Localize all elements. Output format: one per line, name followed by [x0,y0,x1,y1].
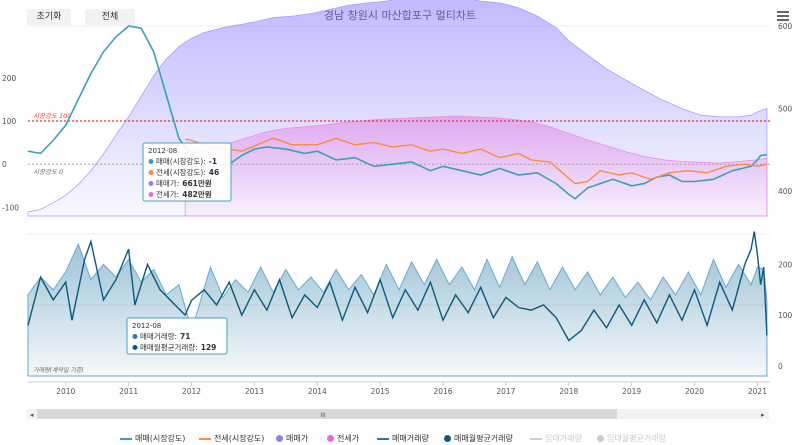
volume-footnote: 거래량(계약일 기준) [33,367,84,374]
x-axis-tick: 2021 [748,387,767,396]
legend-item[interactable]: 임대거래량 [530,433,582,444]
tooltip-row-value: -1 [209,157,217,166]
x-axis-tick: 2016 [433,387,452,396]
legend-marker [199,437,211,440]
right-axis-tick: 600 [778,22,793,31]
volume-axis-tick: 0 [778,362,783,371]
x-axis-tick: 2015 [371,387,390,396]
left-axis-tick: -100 [2,203,19,212]
legend-item[interactable]: 매매월평균거래량 [444,433,513,444]
legend-label: 임대월평균거래량 [607,434,666,443]
tooltip-row-label: 전세(시장강도): 46 [156,167,219,177]
scrollbar-grip: III [320,412,326,419]
legend-label: 매매(시장강도) [135,434,186,443]
tooltip-row-label: 전세가: 482만원 [156,189,212,199]
legend-item[interactable]: 전세(시장강도) [199,433,264,444]
menu-icon[interactable] [777,11,789,21]
x-axis-tick: 2020 [685,387,704,396]
left-axis-tick: 200 [2,74,17,83]
tooltip-date: 2012-08 [148,147,177,155]
tooltip-row-value: 71 [180,332,190,341]
x-axis-tick: 2010 [56,387,75,396]
tooltip-row-label: 매매(시장강도): -1 [156,156,217,166]
volume-axis-tick: 200 [778,260,793,269]
tooltip-row-value: 661만원 [182,178,212,188]
ref-line-100-label: 시장강도 100 [33,112,71,120]
legend-item[interactable]: 매매거래량 [377,433,429,444]
legend-item[interactable]: 매매(시장강도) [120,433,185,444]
tooltip-marker [132,334,138,339]
legend-item[interactable]: 전세가 [327,433,359,444]
tooltip-marker [148,181,154,186]
ref-line-0-label: 시장강도 0 [33,168,63,176]
tooltip-row-label: 매매월평균거래량: 129 [140,342,216,352]
tooltip-marker [148,170,154,175]
volume-average-line [27,231,768,342]
legend-label: 매매거래량 [392,434,429,443]
scrollbar-thumb[interactable] [37,409,617,419]
tooltip-row-value: 129 [201,343,217,352]
jeonse-index-line [185,137,768,185]
tooltip-row-label: 매매거래량: 71 [140,332,190,341]
tooltip-marker [132,345,138,350]
x-axis-tick: 2018 [559,387,578,396]
legend-marker [444,435,451,442]
legend: 매매(시장강도) 전세(시장강도) 매매가 전세가 매매거래량 매매월평균거래량 임대거래량… [0,431,800,445]
right-axis-tick: 500 [778,105,793,114]
x-axis-tick: 2017 [496,387,515,396]
volume-area [27,242,768,377]
legend-label: 전세(시장강도) [214,434,265,443]
tooltip-row-label: 매매가: 661만원 [156,178,212,188]
legend-label: 매매월평균거래량 [454,434,513,443]
left-axis-tick: 0 [2,160,7,169]
tooltip-marker [148,159,154,164]
x-axis-tick: 2019 [622,387,641,396]
tooltip-date: 2012-08 [132,322,161,330]
volume-axis-tick: 100 [778,311,793,320]
legend-label: 전세가 [337,434,360,443]
right-axis-tick: 400 [778,187,793,196]
reset-button[interactable]: 초기화 [27,9,71,25]
legend-marker [276,435,283,442]
legend-marker [120,437,132,440]
scroll-right-arrow[interactable]: ▸ [761,411,765,419]
legend-marker [530,437,542,440]
x-axis-tick: 2014 [308,387,327,396]
legend-marker [597,435,604,442]
legend-item[interactable]: 임대월평균거래량 [597,433,666,444]
left-axis-tick: 100 [2,117,17,126]
tooltip-row-value: 482만원 [182,189,212,199]
multi-chart[interactable]: 시장강도 100 시장강도 0 거래량(계약일 기준) 200 100 0 -100 600… [0,0,800,431]
legend-label: 임대거래량 [545,434,582,443]
scroll-left-arrow[interactable]: ◂ [30,411,34,419]
legend-label: 매매가 [286,434,309,443]
x-axis-tick: 2012 [182,387,201,396]
legend-marker [377,437,389,440]
legend-marker [327,435,334,442]
x-axis-tick: 2011 [119,387,138,396]
tooltip-marker [148,192,154,197]
legend-item[interactable]: 매매가 [276,433,308,444]
jeonse-price-area [184,115,768,217]
x-axis-tick: 2013 [245,387,264,396]
all-range-button[interactable]: 전체 [85,9,135,25]
tooltip-row-value: 46 [209,168,219,177]
range-scrollbar[interactable]: III ◂ ▸ [27,409,769,419]
